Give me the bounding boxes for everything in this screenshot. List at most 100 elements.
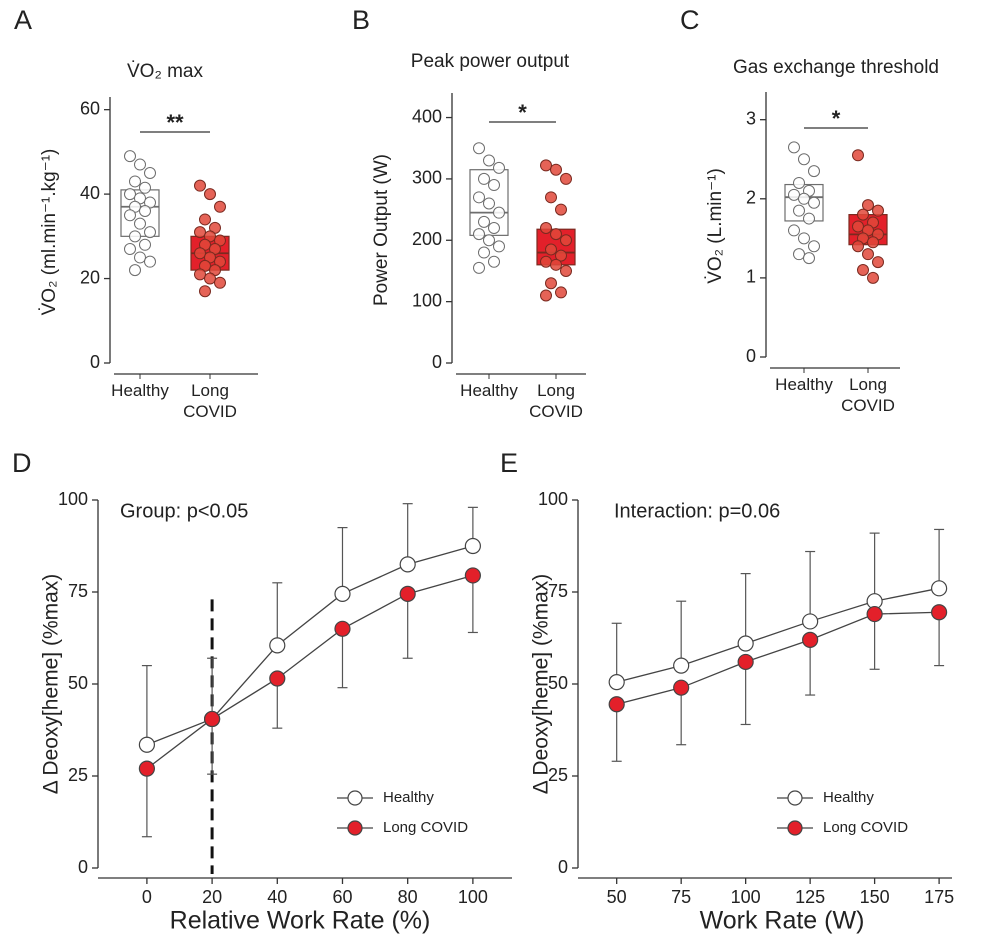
data-point: [550, 258, 562, 271]
annotation: Group: p<0.05: [120, 500, 248, 522]
significance-label: *: [832, 106, 841, 131]
marker: [334, 585, 351, 602]
y-axis-label: Δ Deoxy[heme] (%max): [530, 574, 553, 795]
x-tick-label: 80: [398, 887, 418, 907]
chart-title: V̇O₂ max: [127, 61, 204, 82]
marker: [931, 604, 948, 621]
data-point: [862, 248, 874, 261]
data-point: [493, 161, 505, 174]
x-tick-label: 100: [731, 887, 761, 907]
data-point: [793, 248, 805, 261]
data-point: [788, 224, 800, 237]
y-tick-label: 75: [68, 581, 88, 601]
data-point: [857, 263, 869, 276]
marker: [737, 635, 754, 652]
marker: [138, 760, 155, 777]
data-point: [808, 240, 820, 253]
legend-marker: [347, 820, 363, 836]
chart-title: Gas exchange threshold: [733, 57, 939, 78]
series-line: [616, 587, 940, 683]
y-axis-label: V̇O₂ (L.min⁻¹): [705, 168, 726, 284]
x-axis-label: Work Rate (W): [700, 907, 865, 935]
data-point: [478, 172, 490, 185]
data-point: [473, 228, 485, 241]
data-point: [124, 150, 136, 163]
data-point: [540, 255, 552, 268]
x-tick-label: 40: [267, 887, 287, 907]
data-point: [134, 158, 146, 171]
legend-marker: [787, 790, 803, 806]
x-tick-label: 50: [607, 887, 627, 907]
x-axis-label: Relative Work Rate (%): [170, 907, 431, 935]
y-tick-label: 0: [746, 346, 756, 366]
x-tick-label: 100: [458, 887, 488, 907]
data-point: [862, 199, 874, 212]
x-tick-label: 175: [924, 887, 954, 907]
data-point: [139, 205, 151, 217]
data-point: [473, 261, 485, 274]
data-point: [788, 188, 800, 201]
data-point: [194, 268, 206, 281]
y-tick-label: 50: [548, 673, 568, 693]
panel-label: D: [12, 448, 32, 478]
data-point: [852, 149, 864, 162]
marker: [269, 670, 286, 687]
marker: [802, 631, 819, 648]
data-point: [545, 243, 557, 256]
data-point: [560, 172, 572, 185]
data-point: [493, 206, 505, 219]
significance-label: *: [518, 100, 527, 125]
data-point: [124, 243, 136, 255]
data-point: [793, 204, 805, 217]
marker: [269, 637, 286, 654]
x-tick-label: Long COVID: [183, 381, 237, 421]
data-point: [488, 222, 500, 234]
x-tick-label: Long COVID: [529, 381, 583, 421]
marker: [866, 605, 883, 623]
y-tick-label: 0: [78, 857, 88, 877]
y-tick-label: 0: [558, 857, 568, 877]
x-tick-label: 75: [671, 887, 691, 907]
data-point: [488, 255, 500, 268]
data-point: [545, 277, 557, 290]
x-tick-label: 125: [795, 887, 825, 907]
y-tick-label: 300: [412, 168, 442, 188]
data-point: [199, 213, 211, 226]
data-point: [555, 249, 567, 262]
data-point: [134, 217, 146, 230]
data-point: [144, 255, 156, 268]
data-point: [214, 200, 226, 213]
x-tick-label: 150: [860, 887, 890, 907]
data-point: [803, 212, 815, 225]
data-point: [545, 191, 557, 204]
marker: [673, 657, 690, 674]
legend-marker: [787, 820, 803, 836]
data-point: [540, 222, 552, 234]
marker: [608, 696, 625, 713]
data-point: [808, 165, 820, 178]
x-tick-label: Healthy: [111, 381, 169, 400]
y-tick-label: 3: [746, 108, 756, 128]
x-tick-label: 60: [332, 887, 352, 907]
data-point: [194, 179, 206, 192]
marker: [399, 585, 416, 602]
data-point: [478, 215, 490, 228]
data-point: [194, 247, 206, 260]
marker: [737, 653, 754, 671]
marker: [464, 537, 481, 555]
data-point: [199, 285, 211, 298]
data-point: [857, 208, 869, 221]
data-point: [488, 179, 500, 192]
marker: [138, 736, 155, 753]
y-tick-label: 40: [80, 183, 100, 203]
marker: [334, 620, 351, 637]
data-point: [788, 141, 800, 154]
y-axis-label: Power Output (W): [371, 154, 392, 306]
data-point: [483, 234, 495, 247]
y-tick-label: 100: [538, 489, 568, 509]
y-tick-label: 20: [80, 267, 100, 287]
y-tick-label: 25: [68, 765, 88, 785]
data-point: [803, 252, 815, 265]
series-line: [146, 574, 474, 770]
